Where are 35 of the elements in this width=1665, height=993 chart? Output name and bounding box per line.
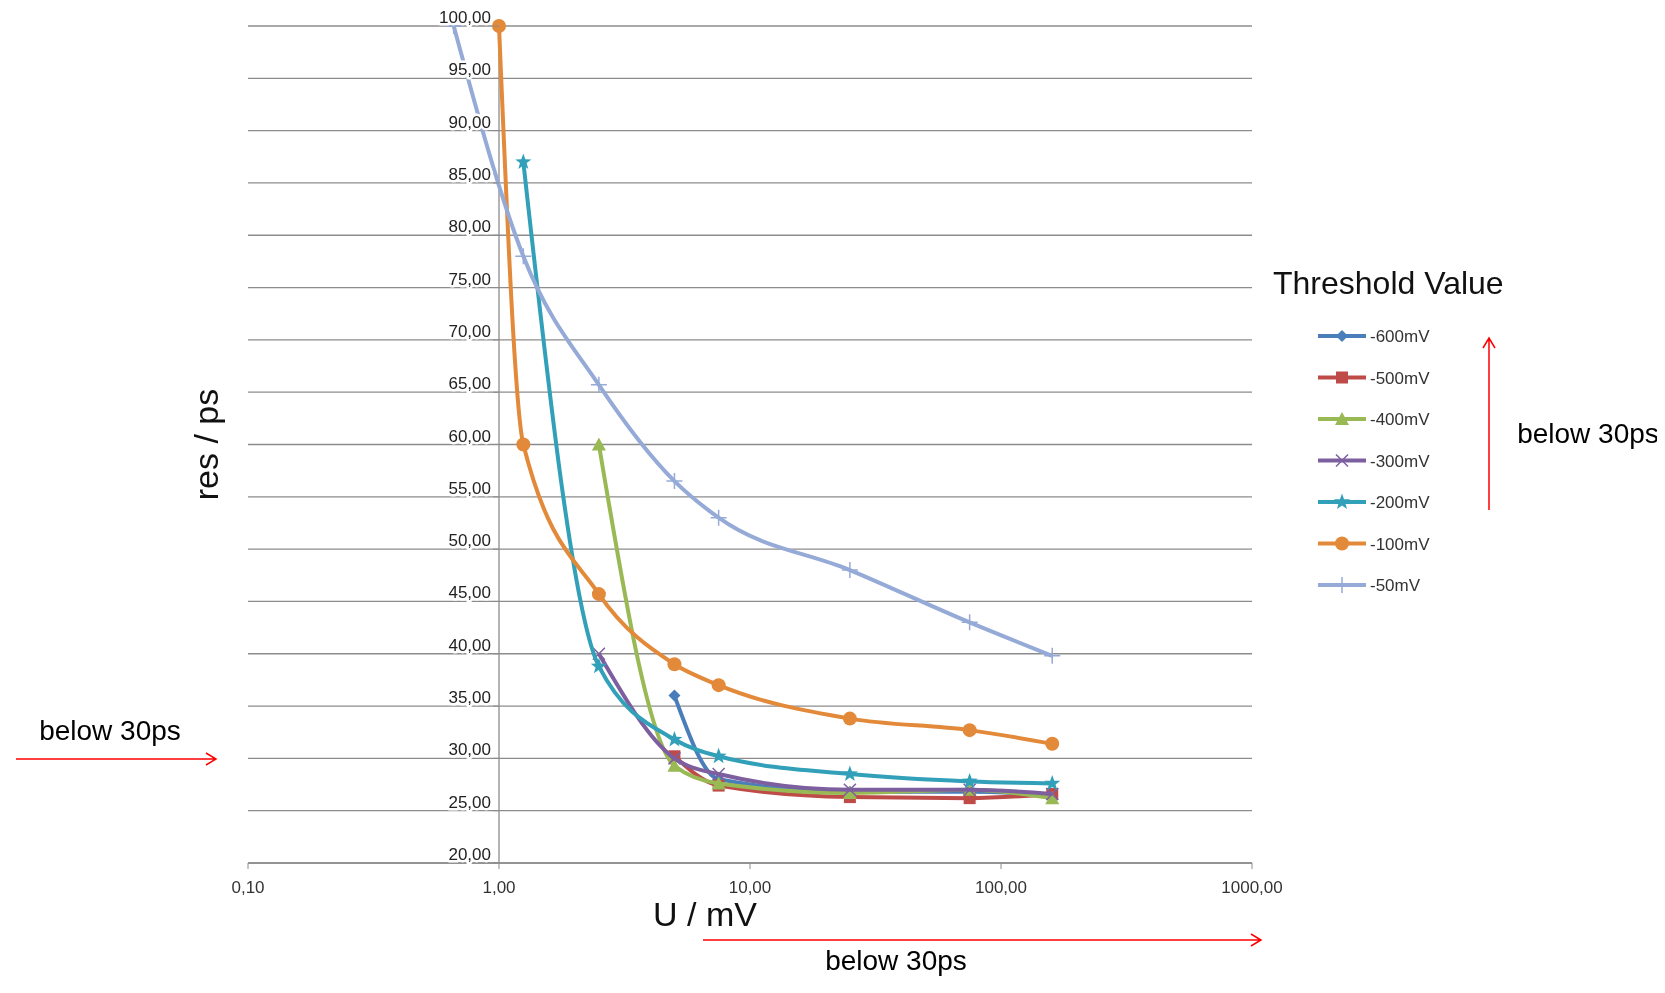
y-axis-title: res / ps: [187, 388, 225, 501]
legend-label: -100mV: [1370, 534, 1431, 554]
y-tick-label: 55,00: [448, 478, 491, 498]
y-tick-label: 100,00: [439, 8, 491, 27]
y-tick-label: 35,00: [448, 688, 491, 708]
legend-label: -600mV: [1370, 327, 1431, 346]
legend-label: -50mV: [1370, 576, 1421, 595]
x-tick-label: 1000,00: [1221, 878, 1283, 897]
y-tick-label: 30,00: [448, 740, 491, 760]
x-axis-title: U / mV: [653, 895, 758, 933]
y-tick-label: 40,00: [448, 635, 491, 655]
x-tick-label: 0,10: [231, 878, 265, 897]
y-tick-label: 70,00: [448, 321, 491, 341]
x-tick-label: 10,00: [728, 878, 772, 897]
y-tick-label: 65,00: [448, 374, 491, 394]
y-tick-label: 25,00: [448, 792, 491, 812]
text: below 30ps: [39, 715, 181, 746]
y-tick-label: 60,00: [448, 426, 491, 446]
legend-label: -500mV: [1370, 368, 1431, 388]
y-tick-label: 80,00: [448, 217, 491, 237]
legend-title: Threshold Value: [1273, 265, 1504, 301]
y-tick-label: 95,00: [448, 60, 491, 80]
legend-label: -300mV: [1370, 451, 1431, 471]
y-tick-label: 85,00: [448, 164, 491, 184]
y-tick-label: 50,00: [448, 531, 491, 551]
legend-label: -400mV: [1370, 410, 1431, 429]
y-tick-label: 20,00: [448, 845, 491, 864]
text: below 30ps: [825, 945, 967, 976]
x-tick-label: 100,00: [975, 878, 1027, 897]
y-tick-label: 75,00: [448, 269, 491, 289]
x-tick-label: 1,00: [482, 878, 516, 897]
y-tick-label: 90,00: [448, 112, 491, 132]
text: below 30ps: [1517, 418, 1659, 449]
legend-label: -200mV: [1370, 493, 1431, 512]
y-tick-label: 45,00: [448, 583, 491, 603]
